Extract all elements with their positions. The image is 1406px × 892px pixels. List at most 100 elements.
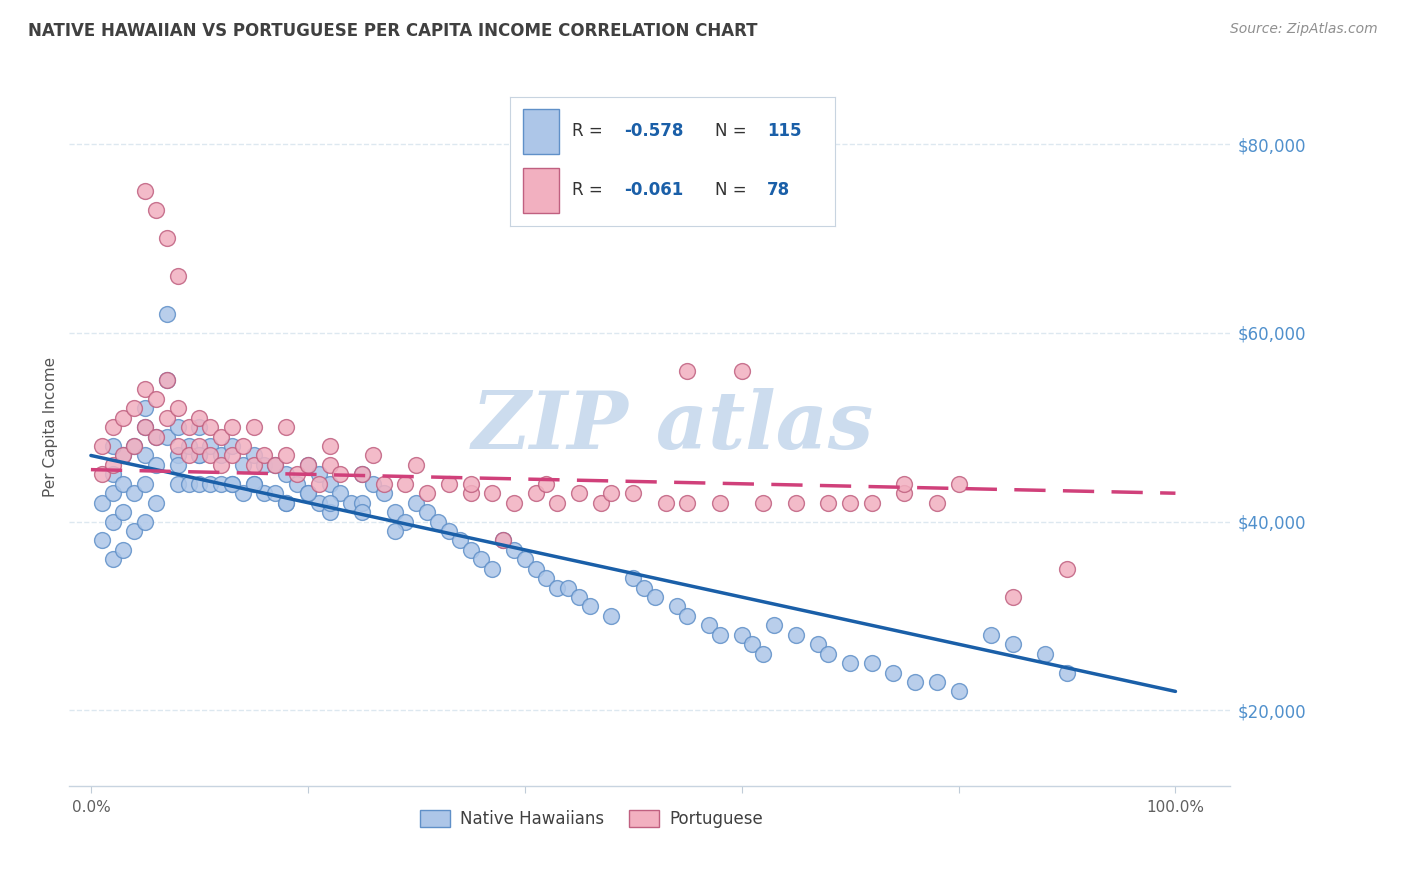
Point	[285, 467, 308, 482]
Point	[200, 476, 222, 491]
Point	[264, 458, 287, 472]
Point	[242, 449, 264, 463]
Point	[124, 401, 146, 416]
Point	[221, 476, 243, 491]
Point	[405, 496, 427, 510]
Point	[156, 307, 179, 321]
Point	[209, 449, 232, 463]
Point	[232, 439, 254, 453]
Point	[329, 486, 352, 500]
Point	[893, 476, 915, 491]
Point	[166, 401, 188, 416]
Point	[600, 608, 623, 623]
Point	[101, 458, 124, 472]
Point	[492, 533, 515, 548]
Point	[166, 476, 188, 491]
Point	[134, 476, 156, 491]
Point	[90, 496, 112, 510]
Point	[502, 496, 524, 510]
Point	[264, 458, 287, 472]
Point	[1001, 590, 1024, 604]
Point	[112, 476, 135, 491]
Point	[285, 476, 308, 491]
Point	[264, 486, 287, 500]
Point	[101, 439, 124, 453]
Point	[253, 486, 276, 500]
Point	[318, 505, 340, 519]
Point	[188, 420, 211, 434]
Point	[145, 496, 167, 510]
Point	[221, 439, 243, 453]
Point	[361, 449, 384, 463]
Point	[209, 476, 232, 491]
Point	[276, 467, 298, 482]
Point	[221, 449, 243, 463]
Point	[665, 599, 688, 614]
Point	[352, 505, 374, 519]
Point	[242, 476, 264, 491]
Point	[329, 467, 352, 482]
Point	[221, 420, 243, 434]
Point	[860, 656, 883, 670]
Point	[112, 410, 135, 425]
Text: NATIVE HAWAIIAN VS PORTUGUESE PER CAPITA INCOME CORRELATION CHART: NATIVE HAWAIIAN VS PORTUGUESE PER CAPITA…	[28, 22, 758, 40]
Point	[232, 458, 254, 472]
Point	[352, 467, 374, 482]
Point	[297, 458, 319, 472]
Point	[416, 505, 439, 519]
Point	[134, 420, 156, 434]
Point	[676, 496, 699, 510]
Point	[253, 449, 276, 463]
Point	[145, 429, 167, 443]
Point	[200, 449, 222, 463]
Point	[536, 476, 558, 491]
Point	[730, 363, 752, 377]
Point	[209, 458, 232, 472]
Point	[112, 542, 135, 557]
Point	[460, 486, 482, 500]
Point	[166, 449, 188, 463]
Point	[101, 515, 124, 529]
Point	[124, 524, 146, 538]
Point	[752, 496, 775, 510]
Point	[156, 373, 179, 387]
Point	[600, 486, 623, 500]
Point	[134, 420, 156, 434]
Point	[134, 449, 156, 463]
Point	[536, 571, 558, 585]
Point	[839, 656, 862, 670]
Point	[546, 496, 568, 510]
Point	[633, 581, 655, 595]
Point	[221, 476, 243, 491]
Point	[276, 496, 298, 510]
Point	[578, 599, 600, 614]
Point	[156, 410, 179, 425]
Point	[242, 476, 264, 491]
Point	[253, 458, 276, 472]
Point	[112, 505, 135, 519]
Point	[276, 420, 298, 434]
Point	[134, 383, 156, 397]
Point	[200, 439, 222, 453]
Point	[502, 542, 524, 557]
Point	[318, 458, 340, 472]
Point	[166, 458, 188, 472]
Point	[427, 515, 450, 529]
Point	[904, 675, 927, 690]
Point	[384, 505, 406, 519]
Point	[101, 420, 124, 434]
Point	[437, 524, 460, 538]
Point	[276, 496, 298, 510]
Point	[373, 476, 395, 491]
Point	[384, 524, 406, 538]
Text: Source: ZipAtlas.com: Source: ZipAtlas.com	[1230, 22, 1378, 37]
Point	[785, 496, 807, 510]
Point	[644, 590, 666, 604]
Point	[188, 476, 211, 491]
Point	[524, 486, 547, 500]
Point	[318, 439, 340, 453]
Point	[145, 203, 167, 218]
Point	[101, 552, 124, 566]
Point	[318, 496, 340, 510]
Point	[1056, 665, 1078, 680]
